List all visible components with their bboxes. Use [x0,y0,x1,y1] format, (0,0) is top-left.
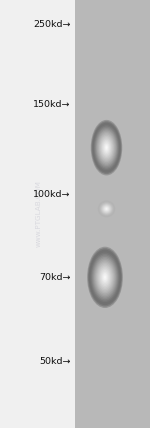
Ellipse shape [100,137,112,158]
Ellipse shape [100,202,113,215]
Ellipse shape [93,124,120,172]
Ellipse shape [94,259,116,296]
Ellipse shape [90,251,120,303]
Ellipse shape [90,253,120,302]
Ellipse shape [91,254,119,301]
Ellipse shape [102,273,108,282]
Ellipse shape [102,204,111,214]
Ellipse shape [89,250,121,305]
Ellipse shape [92,122,121,173]
Ellipse shape [101,203,112,214]
Ellipse shape [95,128,118,167]
Ellipse shape [94,125,119,170]
Ellipse shape [98,200,115,217]
Ellipse shape [92,256,118,299]
Ellipse shape [103,274,107,280]
Bar [75,0,150,428]
Ellipse shape [103,141,110,154]
Ellipse shape [96,129,117,166]
Ellipse shape [104,206,110,212]
Ellipse shape [106,208,108,210]
Ellipse shape [98,266,112,289]
Ellipse shape [91,120,122,175]
Text: 150kd→: 150kd→ [33,100,70,110]
Ellipse shape [100,136,113,160]
Ellipse shape [102,271,108,283]
Text: www.PTGLAB.COM: www.PTGLAB.COM [36,181,42,247]
Ellipse shape [99,267,111,288]
Text: 100kd→: 100kd→ [33,190,70,199]
Ellipse shape [95,260,115,295]
Ellipse shape [104,144,109,152]
Text: 70kd→: 70kd→ [39,273,70,282]
Ellipse shape [98,133,115,162]
Ellipse shape [104,276,106,279]
Text: 250kd→: 250kd→ [33,20,70,30]
Ellipse shape [94,127,118,169]
Ellipse shape [96,261,114,294]
Ellipse shape [93,257,117,298]
Ellipse shape [96,263,114,292]
Ellipse shape [99,201,114,217]
Text: 50kd→: 50kd→ [39,357,70,366]
Ellipse shape [88,248,122,306]
Ellipse shape [106,146,107,149]
Ellipse shape [99,134,114,161]
Ellipse shape [102,140,111,156]
Ellipse shape [92,121,122,174]
Ellipse shape [100,269,110,286]
Ellipse shape [98,132,116,163]
Ellipse shape [87,247,123,308]
Ellipse shape [97,264,113,291]
Ellipse shape [101,138,112,157]
Ellipse shape [97,131,116,165]
Ellipse shape [103,205,110,213]
Ellipse shape [105,145,108,150]
Ellipse shape [105,207,108,211]
Ellipse shape [101,270,109,285]
Ellipse shape [103,143,109,153]
